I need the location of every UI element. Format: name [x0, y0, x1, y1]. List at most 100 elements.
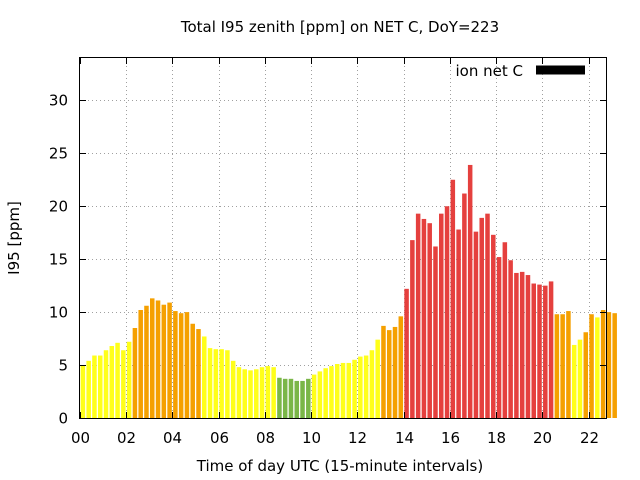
- bar: [358, 356, 363, 418]
- x-tick-label: 14: [395, 429, 414, 447]
- bar: [537, 284, 542, 418]
- bar: [485, 213, 490, 418]
- bar: [456, 229, 461, 418]
- x-tick-label: 20: [533, 429, 552, 447]
- bar: [571, 344, 577, 418]
- bar: [595, 317, 600, 418]
- bar: [410, 240, 415, 418]
- legend: ion net C: [456, 62, 585, 80]
- x-tick-label: 00: [71, 429, 90, 447]
- bar: [502, 242, 508, 418]
- bar: [612, 313, 617, 418]
- bar-series: [80, 164, 617, 418]
- bar: [560, 314, 565, 418]
- bar: [514, 272, 519, 418]
- x-tick-label: 02: [117, 429, 136, 447]
- bar: [86, 360, 91, 418]
- bar: [467, 164, 473, 418]
- bar: [306, 378, 311, 418]
- bar: [548, 281, 554, 418]
- bar: [207, 348, 213, 418]
- bar: [439, 213, 444, 418]
- bar: [115, 342, 120, 418]
- bar: [219, 349, 224, 418]
- bar: [334, 364, 340, 418]
- bar: [259, 367, 265, 418]
- bar: [173, 311, 178, 418]
- bar: [519, 271, 525, 418]
- bar: [340, 362, 346, 418]
- bar: [577, 339, 583, 418]
- bar: [479, 217, 484, 418]
- bar: [317, 371, 323, 418]
- bar: [375, 339, 380, 418]
- y-tick-label: 20: [49, 198, 68, 216]
- x-tick-label: 16: [441, 429, 460, 447]
- bar: [248, 370, 253, 418]
- bar: [433, 246, 438, 418]
- bar: [150, 298, 155, 418]
- bar: [294, 380, 300, 418]
- bar: [566, 311, 571, 418]
- bar: [80, 365, 86, 418]
- bar: [386, 330, 392, 418]
- bar: [600, 310, 606, 418]
- bar: [346, 362, 352, 418]
- bar: [126, 341, 132, 418]
- bar: [525, 275, 531, 418]
- bar: [496, 257, 502, 418]
- bar: [583, 332, 589, 418]
- bar: [329, 366, 334, 418]
- bar: [144, 305, 149, 418]
- bar: [427, 223, 432, 418]
- x-tick-label: 08: [256, 429, 275, 447]
- bar: [508, 260, 513, 418]
- bar: [473, 231, 479, 418]
- bar: [109, 346, 115, 418]
- y-tick-label: 15: [49, 251, 68, 269]
- bar: [415, 213, 421, 418]
- bar: [132, 328, 138, 418]
- y-axis-label: I95 [ppm]: [5, 201, 23, 275]
- bar: [589, 314, 594, 418]
- bar: [184, 312, 190, 418]
- bar: [450, 179, 456, 418]
- bar: [236, 367, 242, 418]
- bar: [323, 368, 328, 418]
- plot-frame: [79, 57, 607, 419]
- x-tick-label: 12: [348, 429, 367, 447]
- bar: [606, 312, 612, 418]
- bar: [543, 285, 548, 418]
- x-tick-label: 04: [163, 429, 182, 447]
- bar: [311, 374, 317, 418]
- bar: [121, 350, 126, 418]
- bar: [161, 304, 167, 418]
- bar: [421, 218, 427, 418]
- bar: [97, 355, 103, 418]
- x-tick-label: 18: [487, 429, 506, 447]
- bar: [288, 378, 294, 418]
- bar: [103, 350, 109, 418]
- legend-label: ion net C: [456, 62, 523, 80]
- bar: [178, 313, 184, 418]
- bar: [381, 325, 386, 418]
- bar: [230, 360, 236, 418]
- bar: [254, 369, 259, 418]
- x-axis: 00 02 04 06 08 10 12 14 16 18 20 22: [71, 58, 599, 447]
- y-tick-label: 0: [58, 410, 68, 428]
- y-tick-label: 10: [49, 304, 68, 322]
- x-axis-label: Time of day UTC (15-minute intervals): [196, 457, 483, 475]
- bar: [352, 359, 357, 418]
- y-tick-label: 25: [49, 145, 68, 163]
- bar: [531, 283, 536, 418]
- bar: [242, 369, 247, 418]
- bar: [213, 349, 219, 418]
- bar: [271, 367, 276, 418]
- y-tick-label: 5: [58, 357, 68, 375]
- chart-title: Total I95 zenith [ppm] on NET C, DoY=223: [180, 18, 499, 36]
- bar: [277, 377, 282, 418]
- bar: [225, 350, 230, 418]
- bar: [404, 288, 409, 418]
- bar: [282, 378, 288, 418]
